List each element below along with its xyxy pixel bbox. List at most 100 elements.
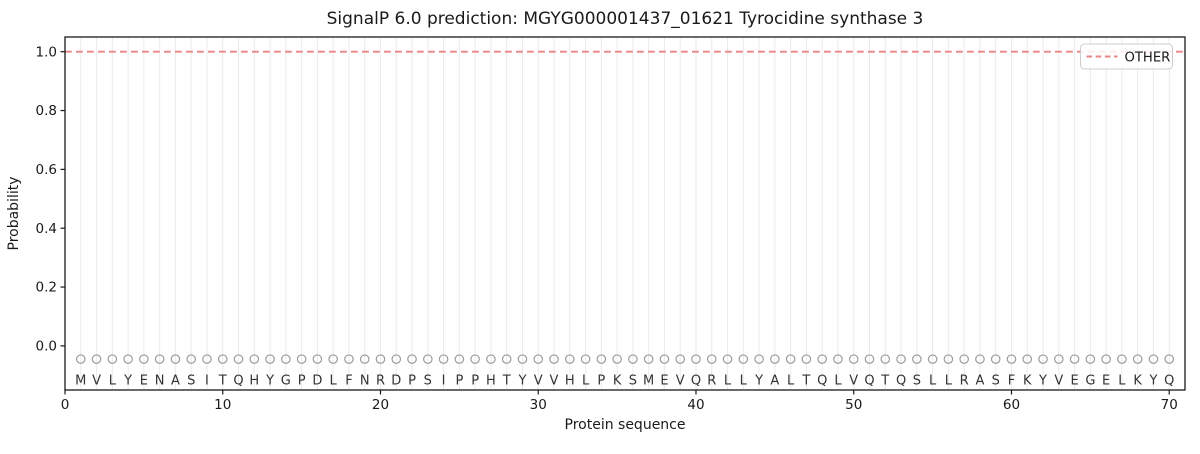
residue-marker: [75, 354, 86, 364]
residue-marker: [801, 354, 812, 364]
residue-marker: [643, 354, 654, 364]
sequence-letter: M: [643, 373, 654, 388]
residue-marker: [533, 354, 544, 364]
residue-marker: [1164, 354, 1175, 364]
axis-ticks: 0 10 20 30 40 50 60 70 0.0 0.2 0.4 0.6 0.8 1.0: [36, 44, 1178, 413]
residue-marker: [1022, 354, 1033, 364]
sequence-letter: Q: [691, 373, 701, 388]
residue-marker: [375, 354, 386, 364]
sequence-letter: D: [391, 373, 401, 388]
residue-marker: [154, 354, 165, 364]
residue-marker: [1006, 354, 1017, 364]
y-tick-label: 0.2: [36, 280, 57, 296]
sequence-letter: V: [1054, 373, 1063, 388]
residue-marker: [706, 354, 717, 364]
y-tick-label: 1.0: [36, 44, 57, 60]
residue-marker: [91, 354, 102, 364]
residue-marker: [1132, 354, 1143, 364]
sequence-letter: V: [849, 373, 858, 388]
x-tick-label: 60: [1003, 397, 1020, 413]
residue-marker: [912, 354, 922, 364]
sequence-letter: K: [1023, 373, 1032, 388]
residue-marker: [817, 354, 827, 364]
sequence-letter: N: [360, 373, 370, 388]
residue-marker: [959, 354, 969, 364]
residue-marker: [312, 354, 323, 364]
sequence-letter: Q: [817, 373, 827, 388]
sequence-letter: P: [408, 373, 416, 388]
sequence-letter: P: [455, 373, 463, 388]
residue-marker: [722, 354, 733, 364]
residue-marker: [770, 354, 780, 364]
residue-marker: [691, 354, 701, 364]
sequence-letter: L: [1118, 373, 1126, 388]
residue-marker: [880, 354, 891, 364]
residue-marker: [454, 354, 465, 364]
residue-marker: [423, 354, 433, 364]
residue-marker: [107, 354, 118, 364]
sequence-letter: R: [960, 373, 969, 388]
x-tick-label: 10: [214, 397, 231, 413]
sequence-letter: V: [676, 373, 685, 388]
y-tick-label: 0.4: [36, 221, 57, 237]
sequence-letter: E: [140, 373, 148, 388]
residue-marker: [565, 354, 575, 364]
sequence-letter: Y: [1038, 373, 1047, 388]
residue-marker: [265, 354, 275, 364]
residue-marker: [359, 354, 370, 364]
x-axis-label: Protein sequence: [565, 417, 686, 433]
x-tick-label: 20: [372, 397, 389, 413]
sequence-letter: E: [1102, 373, 1110, 388]
residue-marker: [927, 354, 938, 364]
sequence-letter: A: [171, 373, 180, 388]
sequence-letter: Y: [265, 373, 274, 388]
sequence-letter: L: [330, 373, 338, 388]
sequence-letter: A: [975, 373, 984, 388]
sequence-letter: I: [442, 373, 446, 388]
x-tick-label: 70: [1161, 397, 1178, 413]
sequence-letter: Y: [517, 373, 526, 388]
residue-marker: [517, 354, 528, 364]
sequence-letter: T: [880, 373, 889, 388]
sequence-letter: L: [724, 373, 732, 388]
residue-marker: [1101, 354, 1111, 364]
sequence-letter: E: [1070, 373, 1078, 388]
sequence-letter: Y: [1148, 373, 1157, 388]
residue-marker: [990, 354, 1001, 364]
sequence-letter: S: [913, 373, 921, 388]
residue-marker: [848, 354, 859, 364]
residue-marker: [738, 354, 749, 364]
sequence-letter: L: [109, 373, 117, 388]
residue-marker: [675, 354, 685, 364]
sequence-letter: S: [187, 373, 195, 388]
residue-marker: [501, 354, 512, 364]
residue-marker: [549, 354, 559, 364]
sequence-letter: Q: [233, 373, 243, 388]
sequence-letter: H: [486, 373, 496, 388]
residue-marker: [659, 354, 670, 364]
sequence-letter: L: [582, 373, 590, 388]
residue-marker: [139, 354, 149, 364]
residue-marker: [754, 354, 764, 364]
residue-marker: [186, 354, 196, 364]
sequence-letter: H: [249, 373, 259, 388]
sequence-letter: S: [424, 373, 432, 388]
legend-box: [1080, 43, 1173, 70]
residue-marker: [470, 354, 480, 364]
sequence-letter: Y: [754, 373, 763, 388]
residue-marker: [202, 354, 212, 364]
residue-marker: [296, 354, 307, 364]
residue-marker: [170, 354, 181, 364]
x-tick-label: 50: [845, 397, 862, 413]
sequence-letter: E: [660, 373, 668, 388]
legend-label: OTHER: [1125, 50, 1171, 65]
sequence-letter: L: [787, 373, 795, 388]
plot-border: [64, 36, 1186, 391]
residue-marker: [596, 354, 607, 364]
residue-marker: [1069, 354, 1080, 364]
sequence-letter: L: [929, 373, 937, 388]
residue-marker: [233, 354, 244, 364]
sequence-letter: T: [502, 373, 511, 388]
